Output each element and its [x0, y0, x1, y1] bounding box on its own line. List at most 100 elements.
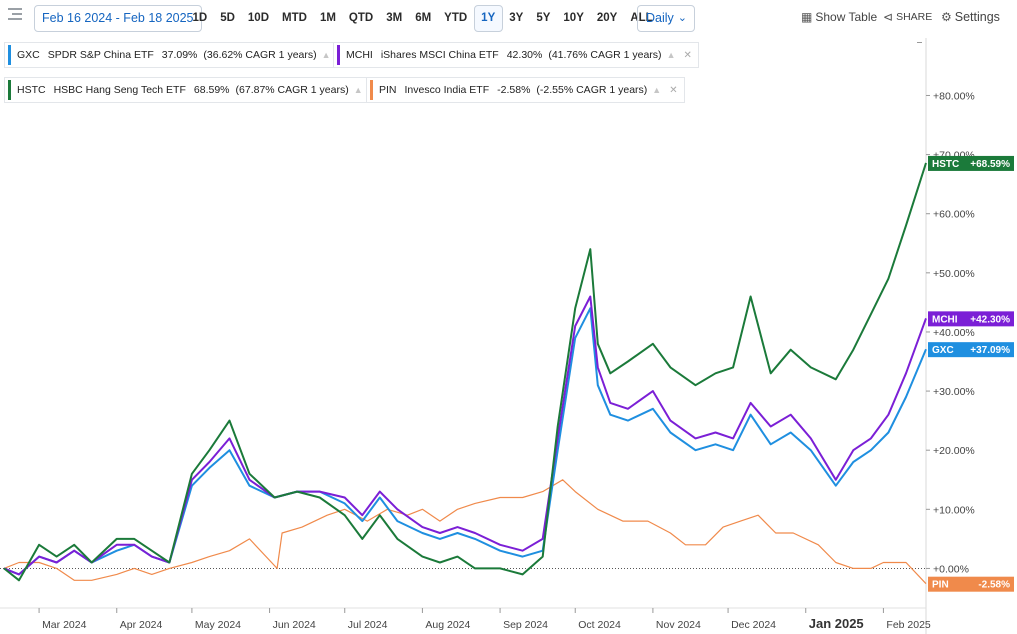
close-icon[interactable]: ✕	[669, 84, 678, 96]
end-label-bg	[928, 311, 1014, 327]
end-label-bg	[928, 576, 1014, 592]
y-tick-label: +20.00%	[933, 445, 975, 457]
legend-name: Invesco India ETF	[404, 84, 490, 96]
legend-cagr: (36.62% CAGR 1 years)	[203, 49, 317, 61]
series-line-hstc[interactable]	[3, 162, 927, 582]
x-tick-label: Jun 2024	[273, 619, 316, 631]
end-label-value: -2.58%	[978, 580, 1010, 591]
legend-swatch	[337, 45, 340, 65]
x-axis: Mar 2024 Apr 2024 May 2024 Jun 2024 Jul 2024…	[0, 607, 931, 631]
date-range-picker[interactable]: Feb 16 2024 - Feb 18 2025	[34, 5, 202, 32]
range-button-3y[interactable]: 3Y	[509, 12, 524, 24]
range-buttons: 1D 5D 10D MTD 1M QTD 3M 6M YTD 1Y 3Y 5Y …	[186, 5, 659, 32]
range-button-20y[interactable]: 20Y	[596, 12, 618, 24]
x-tick-label: Nov 2024	[656, 619, 701, 631]
panel-resize-handle[interactable]	[917, 42, 922, 43]
range-button-1d[interactable]: 1D	[192, 12, 208, 24]
settings-button[interactable]: ⚙ Settings	[941, 10, 1000, 24]
line-chart[interactable]: +0.00% +10.00% +20.00% +30.00% +40.00% +50.00…	[0, 38, 1017, 634]
end-label-pin: PIN -2.58%	[928, 576, 1014, 592]
end-label-symbol: PIN	[932, 580, 949, 591]
legend-symbol: PIN	[379, 84, 397, 96]
show-table-label: Show Table	[815, 10, 878, 24]
y-tick-label: +40.00%	[933, 327, 975, 339]
range-button-ytd[interactable]: YTD	[444, 12, 468, 24]
show-table-button[interactable]: ▦ Show Table	[801, 10, 877, 24]
y-tick-label: +30.00%	[933, 386, 975, 398]
legend-item-hstc[interactable]: HSTC HSBC Hang Seng Tech ETF 68.59% (67.…	[4, 77, 387, 103]
visibility-icon[interactable]: ▲	[666, 50, 676, 60]
end-label-bg	[928, 342, 1014, 358]
legend-symbol: GXC	[17, 49, 40, 61]
visibility-icon[interactable]: ▲	[652, 85, 662, 95]
visibility-icon[interactable]: ▲	[321, 50, 331, 60]
y-tick-label: +60.00%	[933, 209, 975, 221]
legend-symbol: MCHI	[346, 49, 373, 61]
range-button-3m[interactable]: 3M	[386, 12, 403, 24]
range-button-all[interactable]: ALL	[630, 12, 653, 24]
legend-pct: 42.30%	[506, 49, 543, 61]
settings-label: Settings	[954, 10, 1000, 24]
chevron-down-icon: ⌄	[677, 12, 687, 24]
end-label-hstc: HSTC +68.59%	[928, 155, 1014, 171]
legend-swatch	[8, 45, 11, 65]
collapse-menu-icon[interactable]	[8, 8, 26, 24]
legend-item-pin[interactable]: PIN Invesco India ETF -2.58% (-2.55% CAG…	[366, 77, 685, 103]
share-label: SHARE	[896, 11, 933, 23]
legend-item-gxc[interactable]: GXC SPDR S&P China ETF 37.09% (36.62% CA…	[4, 42, 354, 68]
series-line-mchi[interactable]	[3, 295, 927, 576]
series-layer	[3, 162, 927, 585]
x-tick-label: Jul 2024	[348, 619, 388, 631]
y-tick-label: +0.00%	[933, 563, 969, 575]
y-tick-label: +80.00%	[933, 90, 975, 102]
legend-cagr: (67.87% CAGR 1 years)	[235, 84, 349, 96]
gear-icon: ⚙	[941, 10, 952, 24]
x-tick-label: Jan 2025	[809, 616, 864, 631]
legend-cagr: (-2.55% CAGR 1 years)	[536, 84, 648, 96]
end-label-symbol: HSTC	[932, 159, 959, 170]
end-label-value: +68.59%	[970, 159, 1010, 170]
x-tick-label: May 2024	[195, 619, 241, 631]
range-button-10y[interactable]: 10Y	[563, 12, 584, 24]
x-tick-label: Sep 2024	[503, 619, 548, 631]
legend-name: SPDR S&P China ETF	[47, 49, 154, 61]
x-tick-label: Oct 2024	[578, 619, 621, 631]
legend-name: HSBC Hang Seng Tech ETF	[53, 84, 186, 96]
end-labels: GXC +37.09% MCHI +42.30% HSTC +68.59% PIN -2.58…	[928, 155, 1014, 592]
end-label-mchi: MCHI +42.30%	[928, 311, 1014, 327]
legend-pct: -2.58%	[497, 84, 531, 96]
end-label-symbol: GXC	[932, 345, 954, 356]
range-button-mtd[interactable]: MTD	[282, 12, 307, 24]
interval-value: Daily	[646, 11, 674, 25]
chart-toolbar: Feb 16 2024 - Feb 18 2025 1D 5D 10D MTD …	[0, 0, 1017, 38]
range-button-5d[interactable]: 5D	[220, 12, 235, 24]
series-line-pin[interactable]	[3, 479, 927, 585]
legend-cagr: (41.76% CAGR 1 years)	[548, 49, 662, 61]
range-button-10d[interactable]: 10D	[247, 12, 270, 24]
legend-item-mchi[interactable]: MCHI iShares MSCI China ETF 42.30% (41.7…	[333, 42, 699, 68]
share-button[interactable]: ⊲ SHARE	[883, 10, 932, 24]
y-tick-label: +50.00%	[933, 268, 975, 280]
series-line-gxc[interactable]	[3, 307, 927, 576]
visibility-icon[interactable]: ▲	[353, 85, 363, 95]
close-icon[interactable]: ✕	[683, 49, 692, 61]
range-button-5y[interactable]: 5Y	[536, 12, 551, 24]
legend-pct: 68.59%	[193, 84, 230, 96]
x-tick-label: Apr 2024	[120, 619, 163, 631]
range-button-1m[interactable]: 1M	[319, 12, 336, 24]
y-tick-label: +10.00%	[933, 504, 975, 516]
end-label-symbol: MCHI	[932, 314, 958, 325]
legend-symbol: HSTC	[17, 84, 46, 96]
x-tick-label: Feb 2025	[886, 619, 931, 631]
legend-pct: 37.09%	[161, 49, 198, 61]
range-button-1y[interactable]: 1Y	[473, 5, 503, 32]
end-label-value: +37.09%	[970, 345, 1010, 356]
x-tick-label: Aug 2024	[425, 619, 470, 631]
range-button-6m[interactable]: 6M	[415, 12, 432, 24]
x-tick-label: Mar 2024	[42, 619, 87, 631]
end-label-bg	[928, 155, 1014, 171]
range-button-qtd[interactable]: QTD	[348, 12, 374, 24]
legend-swatch	[8, 80, 11, 100]
end-label-gxc: GXC +37.09%	[928, 342, 1014, 358]
interval-select[interactable]: Daily ⌄	[637, 5, 695, 32]
